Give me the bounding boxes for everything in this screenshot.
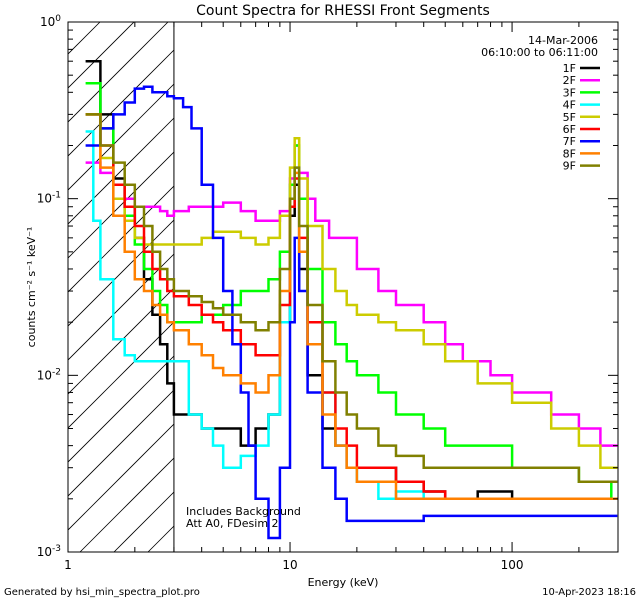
legend-date: 14-Mar-2006 [528, 34, 598, 47]
legend-time-range: 06:10:00 to 06:11:00 [481, 46, 598, 59]
legend-label-6f: 6F [563, 123, 576, 136]
footer-generated-by: Generated by hsi_min_spectra_plot.pro [4, 587, 200, 598]
hatch-mask [173, 22, 618, 552]
legend-label-3f: 3F [563, 86, 576, 99]
hatch-line [68, 22, 203, 157]
plot-frame [67, 21, 619, 553]
series-line-8f [85, 113, 618, 501]
series-layer [85, 59, 618, 540]
x-tick-label: 1 [64, 558, 72, 572]
chart-title: Count Spectra for RHESSI Front Segments [196, 3, 490, 19]
legend-label-8f: 8F [563, 147, 576, 160]
y-axis-label: counts cm⁻² s⁻¹ keV⁻¹ [25, 227, 38, 348]
hatch-line [68, 22, 169, 123]
annotation-attenuator: Att A0, FDesim 2 [186, 517, 279, 530]
legend-label-5f: 5F [563, 111, 576, 124]
x-tick-label: 10 [282, 558, 297, 572]
x-axis-label: Energy (keV) [308, 576, 379, 589]
annotation-background: Includes Background [186, 505, 301, 518]
legend: 14-Mar-2006 06:10:00 to 06:11:00 1F2F3F4… [481, 34, 600, 173]
legend-label-7f: 7F [563, 135, 576, 148]
legend-label-9f: 9F [563, 160, 576, 173]
series-line-6f [85, 113, 618, 501]
series-line-5f [85, 113, 618, 469]
series-line-7f [85, 85, 618, 540]
legend-label-2f: 2F [563, 74, 576, 87]
annotations: Includes Background Att A0, FDesim 2 [186, 505, 301, 530]
footer-timestamp: 10-Apr-2023 18:16 [542, 587, 636, 598]
series-line-9f [85, 113, 618, 483]
hatch-line [68, 22, 237, 191]
x-tick-label: 100 [501, 558, 524, 572]
legend-label-4f: 4F [563, 99, 576, 112]
legend-label-1f: 1F [563, 62, 576, 75]
series-line-3f [85, 82, 618, 501]
